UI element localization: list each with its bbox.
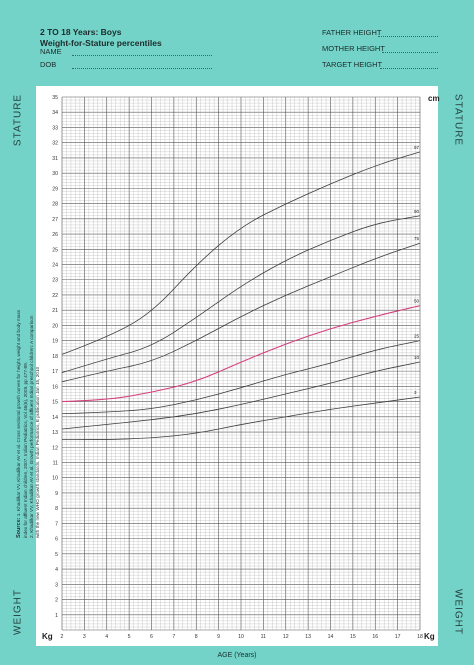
y-tick-label: 10 (52, 476, 58, 482)
y-tick-label: 26 (52, 232, 58, 238)
y-tick-label: 29 (52, 186, 58, 192)
x-tick-label: 15 (350, 634, 356, 640)
chart-header: 2 TO 18 Years: Boys Weight-for-Stature p… (40, 24, 440, 84)
y-tick-label: 21 (52, 308, 58, 314)
y-tick-label: 24 (52, 263, 58, 269)
y-tick-label: 11 (53, 460, 58, 466)
dob-label: DOB (40, 60, 57, 69)
x-tick-label: 5 (128, 634, 131, 640)
percentile-curves (61, 151, 421, 441)
dob-field[interactable] (72, 68, 212, 69)
kg-right-label: Kg (424, 632, 435, 641)
y-tick-label: 8 (55, 506, 58, 512)
stature-left-label: STATURE (12, 93, 24, 147)
x-tick-label: 16 (372, 634, 378, 640)
source-line-2: 2. Khadilkar VV, Khadilkar AV et al. Gro… (28, 315, 40, 538)
y-tick-label: 32 (52, 141, 58, 147)
y-tick-label: 25 (52, 247, 58, 253)
y-tick-label: 1 (55, 613, 58, 619)
source-title: Source: (15, 517, 22, 538)
percentile-curve-75 (61, 242, 421, 383)
y-tick-label: 22 (52, 293, 58, 299)
source-citation: Source: 1. Khadilkar VV, Khadilkar AV et… (8, 308, 48, 538)
y-tick-label: 30 (52, 171, 58, 177)
stature-right-label: STATURE (452, 93, 464, 147)
x-tick-label: 6 (150, 634, 153, 640)
source-line-1: 1. Khadilkar VV, Khadilkar AV et al. Cro… (15, 309, 28, 538)
weight-left-label: WEIGHT (12, 589, 24, 635)
percentile-curve-10 (61, 361, 421, 430)
father-height-field[interactable] (378, 36, 438, 37)
percentile-curve-50 (61, 305, 421, 403)
percentile-label-97: 97 (414, 145, 420, 150)
weight-right-label: WEIGHT (452, 589, 464, 635)
chart-title: 2 TO 18 Years: Boys (40, 27, 122, 37)
x-tick-label: 18 (417, 634, 423, 640)
x-tick-label: 7 (172, 634, 175, 640)
y-tick-label: 35 (52, 95, 58, 101)
x-tick-label: 12 (283, 634, 289, 640)
mother-height-field[interactable] (382, 52, 438, 53)
mother-height-label: MOTHER HEIGHT (322, 44, 385, 53)
x-tick-label: 4 (105, 634, 108, 640)
y-tick-label: 13 (52, 430, 58, 436)
y-tick-label: 12 (52, 445, 58, 451)
x-tick-label: 9 (217, 634, 220, 640)
father-height-label: FATHER HEIGHT (322, 28, 382, 37)
y-tick-label: 4 (55, 567, 58, 573)
y-tick-label: 34 (52, 110, 58, 116)
x-tick-label: 17 (395, 634, 401, 640)
chart-subtitle: Weight-for-Stature percentiles (40, 38, 162, 48)
y-tick-label: 16 (52, 384, 58, 390)
percentile-label-90: 90 (414, 209, 420, 214)
x-tick-label: 10 (238, 634, 244, 640)
y-tick-label: 18 (52, 354, 58, 360)
y-tick-label: 28 (52, 202, 58, 208)
percentile-curve-90 (61, 215, 421, 374)
percentile-curve-25 (61, 340, 421, 415)
y-tick-label: 33 (52, 125, 58, 131)
y-tick-label: 6 (55, 537, 58, 543)
x-tick-label: 3 (83, 634, 86, 640)
percentile-curve-97 (61, 151, 421, 355)
percentile-label-3: 3 (414, 390, 417, 395)
percentile-label-75: 75 (414, 236, 420, 241)
x-tick-label: 11 (261, 634, 266, 640)
y-tick-label: 17 (52, 369, 58, 375)
y-tick-label: 23 (52, 278, 58, 284)
target-height-label: TARGET HEIGHT (322, 60, 383, 69)
y-tick-label: 14 (52, 415, 58, 421)
x-tick-label: 2 (61, 634, 64, 640)
name-field[interactable] (72, 55, 212, 56)
y-tick-label: 19 (52, 339, 58, 345)
percentile-label-50: 50 (414, 299, 420, 304)
y-tick-label: 31 (52, 156, 58, 162)
y-tick-label: 2 (55, 598, 58, 604)
percentile-curve-3 (61, 396, 421, 441)
kg-left-label: Kg (42, 632, 53, 641)
percentile-label-25: 25 (414, 334, 420, 339)
y-tick-label: 20 (52, 323, 58, 329)
x-tick-label: 8 (195, 634, 198, 640)
y-tick-label: 27 (52, 217, 58, 223)
y-tick-label: 7 (55, 521, 58, 527)
x-tick-label: 13 (305, 634, 311, 640)
y-tick-label: 5 (55, 552, 58, 558)
chart-grid (61, 96, 421, 631)
x-axis-label: AGE (Years) (217, 652, 257, 659)
chart-tick-labels: 1234567891011121314151617181920212223242… (42, 94, 440, 641)
target-height-field[interactable] (380, 68, 438, 69)
name-label: NAME (40, 47, 62, 56)
y-tick-label: 3 (55, 582, 58, 588)
x-tick-label: 14 (328, 634, 334, 640)
cm-unit-label: cm (428, 94, 440, 103)
y-tick-label: 9 (55, 491, 58, 497)
y-tick-label: 15 (52, 400, 58, 406)
percentile-label-10: 10 (414, 355, 420, 360)
